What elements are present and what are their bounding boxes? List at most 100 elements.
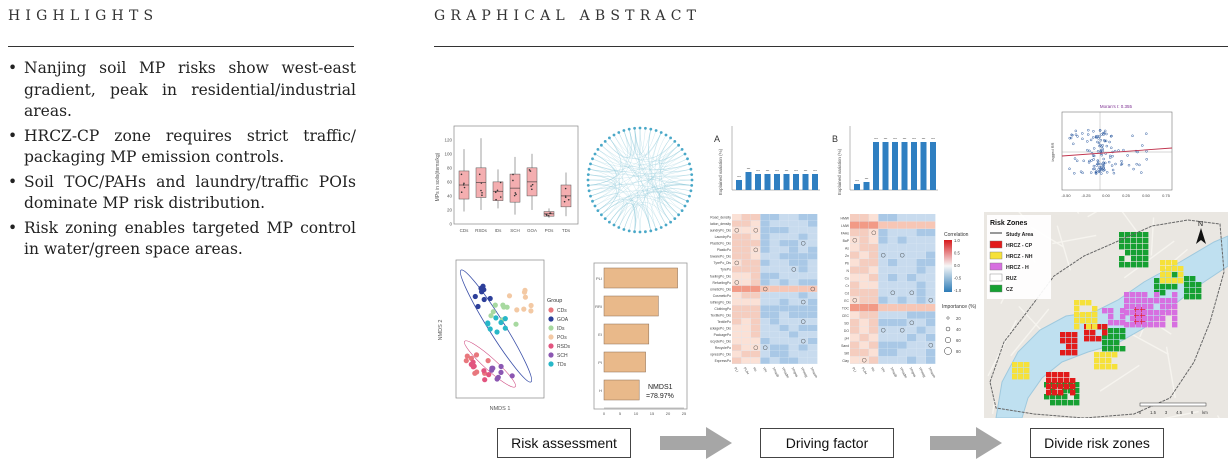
nmds-point: [495, 374, 501, 380]
network-node: [593, 204, 597, 208]
heatmap-importance: [791, 267, 796, 272]
heatmap-cell: [732, 350, 742, 358]
network-node: [664, 223, 668, 227]
map-zone-cell: [1125, 250, 1131, 256]
heatmap-cell: [907, 259, 917, 267]
moran-point: [1089, 171, 1093, 174]
boxplot-point: [515, 193, 517, 196]
explained-bar: [745, 172, 752, 190]
map-scale-tick: 4.5: [1176, 410, 1182, 415]
network-node: [596, 209, 600, 212]
map-zone-cell: [1050, 394, 1056, 400]
boxplot-point: [495, 198, 497, 201]
heatmap-cell: [760, 311, 770, 319]
network-edge: [634, 128, 651, 231]
map-zone-cell: [1184, 282, 1190, 288]
heatmap-cell: [916, 341, 926, 349]
heatmap-cell: [859, 214, 869, 222]
heatmap-importance: [852, 298, 857, 303]
hbar-bar: [603, 351, 646, 373]
map-zone-cell: [1090, 330, 1096, 336]
heatmap-row-label: PlasticPo: [717, 248, 731, 252]
map-zone-cell: [1108, 308, 1114, 314]
moran-point: [1068, 136, 1071, 140]
heatmap-cell: [878, 221, 888, 229]
map-zone-cell: [1102, 308, 1108, 314]
moran-point: [1073, 172, 1076, 175]
map-zone-cell: [1160, 284, 1166, 290]
boxplot-ytick: 60: [447, 180, 453, 185]
map-zone-cell: [1066, 332, 1072, 338]
network-edge: [634, 128, 690, 197]
heatmap-cell: [770, 298, 780, 306]
network-node: [649, 127, 653, 131]
moran-point: [1074, 129, 1078, 133]
heatmap-col-label: TPIpos: [790, 367, 799, 379]
nmds-point: [486, 372, 492, 378]
explained-bar: [873, 142, 879, 190]
heatmap-importance: [900, 253, 905, 258]
network-node: [596, 148, 600, 151]
moran-point: [1082, 159, 1085, 163]
explained-bar: [755, 174, 761, 190]
heatmap-cell: [741, 266, 751, 273]
heatmap-cell: [897, 334, 907, 342]
moran-point: [1097, 168, 1100, 171]
network-node: [659, 226, 663, 229]
network-node: [673, 217, 677, 220]
map-zone-cell: [1074, 324, 1080, 330]
heatmap-cell: [798, 266, 808, 273]
heatmap-cell: [741, 324, 751, 332]
network-edge: [639, 145, 679, 233]
heatmap-cell: [741, 344, 751, 351]
map-zone-cell: [1092, 324, 1098, 330]
nmds-point: [489, 367, 495, 373]
boxplot-point: [499, 196, 502, 198]
heatmap-cell: [789, 318, 799, 325]
boxplot-point: [545, 213, 548, 216]
nmds-legend-label: IDs: [557, 326, 565, 332]
moran-point: [1092, 167, 1095, 171]
network-node: [627, 127, 631, 131]
heatmap-cell: [808, 266, 818, 273]
heatmap-cell: [741, 331, 751, 338]
heatmap-cell: [732, 344, 742, 351]
network-node: [638, 126, 642, 130]
explained-star: ***: [794, 169, 798, 173]
graphical-abstract-title: GRAPHICAL ABSTRACT: [434, 8, 702, 24]
heatmap-importance: [801, 241, 806, 246]
map-zone-cell: [1102, 334, 1108, 340]
heatmap-cell: [897, 326, 907, 334]
heatmap-importance: [753, 228, 758, 233]
network-edge: [613, 134, 667, 226]
heatmap-cell: [770, 266, 780, 273]
heatmap-row-label: RefuelingPo_Dis: [710, 274, 731, 278]
moran-xticks: -0.50 -0.25 0.00 0.25 0.50 0.75: [1061, 193, 1170, 198]
heatmap-importance: [810, 286, 815, 292]
heatmap-cell: [878, 311, 888, 319]
heatmap-cell: [798, 214, 808, 221]
heatmap-cell: [770, 233, 780, 240]
heatmap-cell: [760, 272, 770, 279]
nmds-point: [521, 289, 528, 295]
map-zone-cell: [1140, 313, 1146, 319]
explained-bar: [774, 174, 780, 190]
network-node: [677, 213, 680, 217]
boxplot-ytick: 40: [447, 194, 453, 199]
panel-b-heatmap: HMW LMW FAHs BaP As Zn Pb N Cu Cr Cd EC TOC CEC SD DO pH…: [841, 214, 937, 379]
heatmap-cell: [741, 311, 751, 319]
network-edge: [592, 145, 679, 167]
panel-a-explained-bars: *** *** *** *** *** *** *** *** ***: [731, 126, 820, 191]
nmds-point: [500, 302, 506, 308]
explained-star: ***: [766, 169, 770, 173]
correlation-legend: Correlation 1.0 0.5 0.0 -0.5 -1.0 Importance…: [942, 232, 977, 355]
heatmap-importance: [890, 290, 895, 295]
network-node: [688, 162, 691, 166]
colorbar-tick: 1.0: [954, 238, 960, 243]
heatmap-cell: [897, 274, 907, 282]
moran-point: [1112, 171, 1116, 175]
network-node: [689, 189, 693, 193]
map-zone-cell: [1130, 310, 1136, 316]
network-node: [600, 143, 603, 147]
heatmap-cell: [770, 240, 780, 247]
